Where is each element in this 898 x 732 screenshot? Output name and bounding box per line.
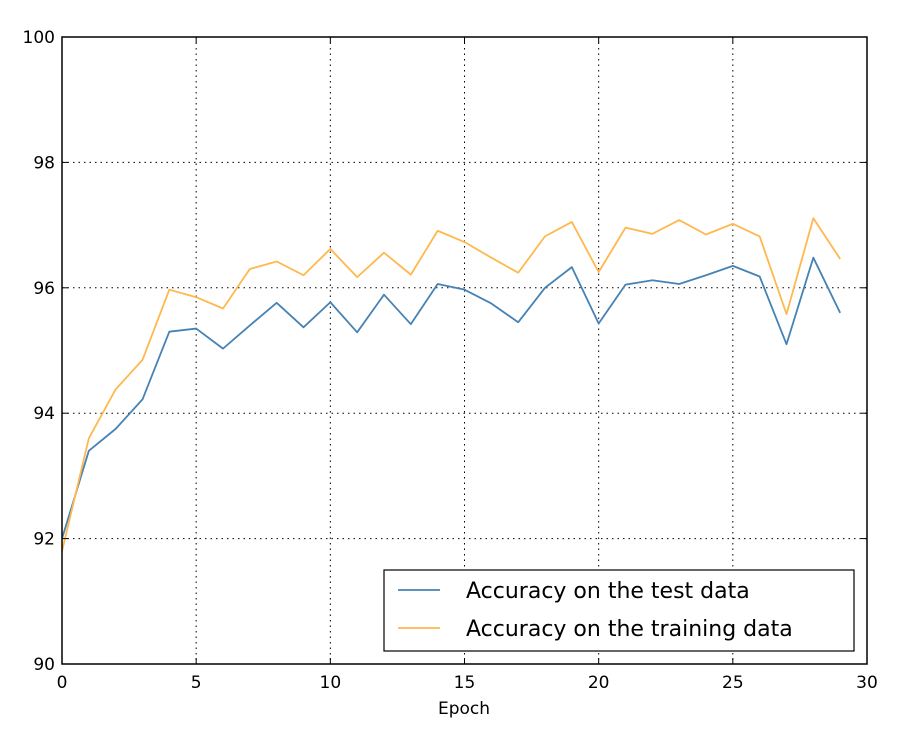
x-tick-label: 10 [320,673,342,693]
x-tick-label: 25 [722,673,744,693]
x-tick-label: 30 [856,673,878,693]
y-tick-label: 100 [23,28,55,48]
legend-label-training: Accuracy on the training data [466,617,793,642]
y-tick-label: 90 [33,655,55,675]
y-tick-label: 92 [33,530,55,550]
x-tick-label: 0 [57,673,68,693]
series-line-0 [61,256,841,539]
grid [62,37,867,664]
x-tick-label: 5 [191,673,202,693]
series-lines [61,217,841,552]
legend: Accuracy on the test data Accuracy on th… [383,569,855,652]
legend-label-test: Accuracy on the test data [466,579,750,604]
series-line-1 [61,217,841,552]
x-tick-label: 20 [588,673,610,693]
y-tick-label: 98 [33,153,55,173]
y-tick-label: 94 [33,404,55,424]
x-tick-label: 15 [454,673,476,693]
y-tick-label: 96 [33,279,55,299]
axis-ticks: 0 5 10 15 20 25 30 90 92 94 96 98 100 [23,28,878,693]
legend-box [383,569,855,652]
x-axis-label: Epoch [438,699,490,719]
